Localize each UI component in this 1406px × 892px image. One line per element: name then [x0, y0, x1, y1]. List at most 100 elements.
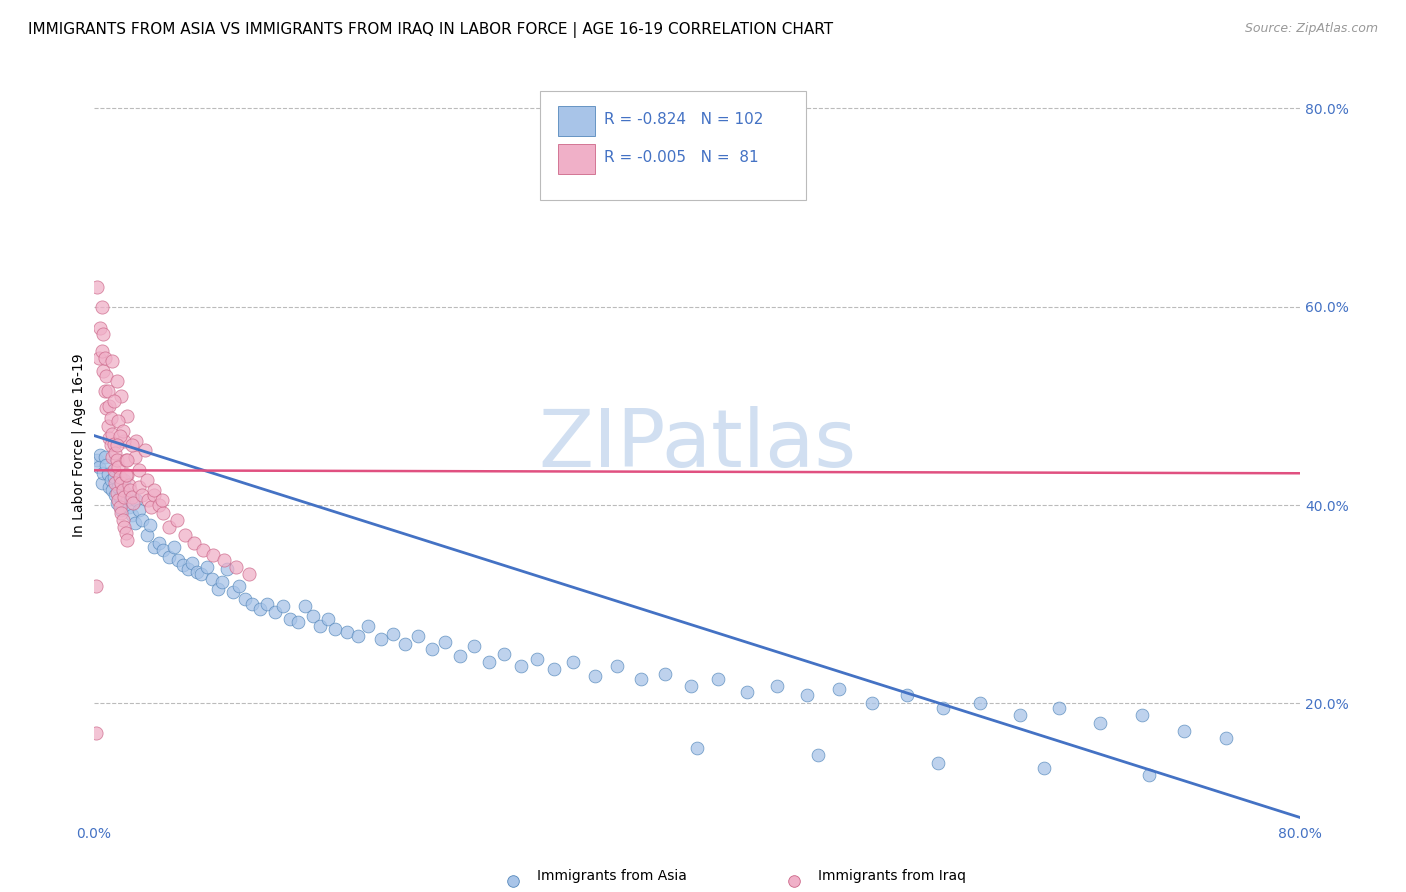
Point [87, 460, 110, 475]
Point [84, 579, 107, 593]
Point [121, 508, 143, 522]
Point [583, 668, 606, 682]
Point [111, 513, 134, 527]
Point [104, 446, 127, 460]
Point [115, 453, 138, 467]
Point [107, 493, 129, 508]
Point [110, 476, 132, 491]
Point [94, 401, 117, 415]
Point [301, 609, 323, 624]
Point [112, 473, 135, 487]
Point [240, 597, 263, 611]
Point [100, 473, 122, 487]
Point [264, 605, 287, 619]
Point [105, 453, 128, 467]
Point [381, 627, 404, 641]
Point [112, 490, 135, 504]
Point [207, 582, 229, 597]
Point [406, 629, 429, 643]
Point [150, 493, 173, 508]
Point [111, 483, 134, 497]
Point [101, 450, 124, 465]
Point [97, 467, 120, 482]
Point [927, 756, 949, 770]
Point [114, 486, 136, 500]
Point [103, 470, 125, 484]
Point [211, 575, 233, 590]
Point [1173, 724, 1195, 739]
Point [112, 520, 135, 534]
Text: Immigrants from Iraq: Immigrants from Iraq [818, 869, 966, 883]
Point [128, 463, 150, 477]
Point [103, 463, 125, 477]
Point [104, 488, 127, 502]
Point [108, 490, 131, 504]
Point [122, 496, 145, 510]
Point [89, 321, 111, 335]
Point [111, 483, 134, 497]
Point [105, 486, 128, 500]
Point [98, 431, 121, 445]
FancyBboxPatch shape [558, 144, 595, 174]
Point [173, 528, 195, 542]
Point [131, 513, 153, 527]
Point [135, 473, 157, 487]
Point [630, 672, 652, 686]
Point [143, 483, 166, 497]
Point [707, 672, 730, 686]
Point [103, 393, 125, 408]
Point [828, 681, 851, 696]
Point [896, 689, 918, 703]
Point [222, 585, 245, 599]
Point [159, 549, 181, 564]
Text: Immigrants from Asia: Immigrants from Asia [537, 869, 688, 883]
Point [166, 513, 188, 527]
Point [97, 384, 120, 398]
Point [932, 701, 955, 715]
Point [105, 374, 128, 388]
Point [316, 612, 339, 626]
Point [124, 516, 146, 530]
Point [115, 493, 138, 508]
Point [370, 632, 392, 646]
Point [463, 639, 485, 653]
Point [509, 658, 531, 673]
Point [735, 684, 758, 698]
Point [202, 548, 225, 562]
Point [131, 488, 153, 502]
Point [148, 498, 170, 512]
Point [105, 438, 128, 452]
Text: R = -0.824   N = 102: R = -0.824 N = 102 [605, 112, 763, 128]
Point [186, 566, 208, 580]
Point [103, 436, 125, 450]
Point [105, 496, 128, 510]
Point [94, 369, 117, 384]
Point [90, 300, 112, 314]
Point [449, 648, 471, 663]
Point [107, 480, 129, 494]
Point [141, 500, 163, 514]
Point [125, 493, 148, 508]
Point [176, 562, 198, 576]
Point [969, 697, 991, 711]
Point [278, 612, 301, 626]
Text: ZIPatlas: ZIPatlas [538, 407, 856, 484]
Point [766, 679, 789, 693]
Point [434, 635, 457, 649]
Point [98, 480, 121, 494]
FancyBboxPatch shape [558, 106, 595, 136]
Point [98, 399, 121, 413]
Point [190, 567, 212, 582]
Point [100, 438, 122, 452]
Point [100, 410, 122, 425]
Text: R = -0.005   N =  81: R = -0.005 N = 81 [605, 150, 759, 165]
Point [1130, 708, 1153, 723]
Point [134, 443, 156, 458]
Point [347, 629, 370, 643]
Point [121, 438, 143, 452]
Point [152, 542, 174, 557]
Point [686, 741, 709, 756]
Point [478, 655, 501, 669]
Point [118, 500, 141, 514]
Point [90, 476, 112, 491]
